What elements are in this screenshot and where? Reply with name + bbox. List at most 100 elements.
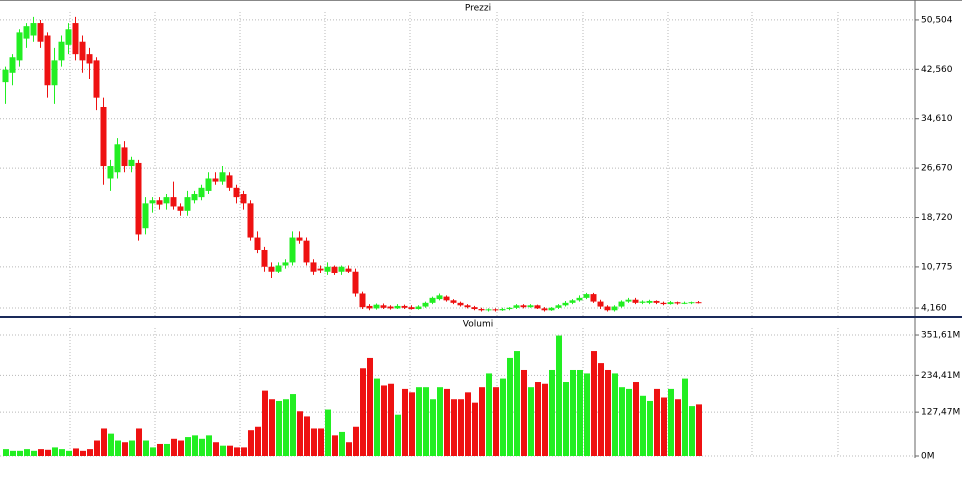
volume-bar — [206, 435, 212, 456]
volume-bar — [451, 399, 457, 456]
candle-body — [219, 172, 226, 182]
volume-bar — [605, 369, 611, 456]
volume-bar — [388, 383, 394, 456]
volume-bar — [31, 450, 37, 456]
volume-bar — [374, 378, 380, 456]
volume-bar — [675, 399, 681, 456]
candle-body — [464, 305, 471, 308]
candle-body — [233, 187, 240, 198]
candle-body — [254, 237, 261, 250]
volume-bar — [241, 447, 247, 456]
volume-bar — [346, 442, 352, 456]
volume-bar — [304, 416, 310, 456]
candle-body — [282, 262, 289, 266]
candle-body — [478, 309, 485, 311]
volume-bar — [696, 404, 702, 456]
candle-body — [653, 300, 660, 303]
vertical-grid — [69, 12, 839, 456]
volume-bar — [444, 388, 450, 456]
candle-body — [415, 306, 422, 310]
volume-bar — [311, 428, 317, 456]
volume-bar — [689, 406, 695, 456]
candle-body — [212, 178, 219, 182]
volume-bar — [73, 448, 79, 456]
volume-bar — [234, 447, 240, 456]
volume-bar — [472, 402, 478, 456]
candle-body — [576, 297, 583, 301]
candle-body — [30, 23, 37, 36]
candle-body — [191, 194, 198, 201]
candle-body — [226, 175, 233, 188]
y-tick-label: 4,160 — [921, 304, 947, 314]
candle-body — [457, 302, 464, 306]
volume-bar — [591, 351, 597, 456]
candle-body — [429, 297, 436, 303]
volume-bar — [661, 397, 667, 456]
volume-bar — [619, 387, 625, 456]
candle-body — [408, 307, 415, 310]
candle-body — [590, 294, 597, 302]
volume-bar — [115, 440, 121, 456]
volume-bar — [416, 387, 422, 456]
volume-bar — [325, 409, 331, 456]
candle-body — [548, 307, 555, 311]
volume-bar — [535, 382, 541, 456]
volume-bar — [654, 388, 660, 456]
volume-bar — [402, 388, 408, 456]
candle-body — [128, 159, 135, 167]
candle-body — [240, 194, 247, 204]
candle-body — [660, 302, 667, 305]
candle-body — [618, 301, 625, 307]
candle-body — [499, 309, 506, 311]
y-tick-label: 18,720 — [921, 213, 953, 223]
y-tick-label: 10,775 — [921, 262, 953, 272]
volume-bar — [45, 449, 51, 456]
candle-body — [135, 162, 142, 235]
candle-body — [527, 305, 534, 308]
candle-body — [79, 41, 86, 61]
candle-body — [380, 305, 387, 308]
volume-bar — [584, 373, 590, 456]
volume-bar — [332, 435, 338, 456]
volume-bar — [59, 449, 65, 456]
candle-body — [569, 300, 576, 303]
candle-body — [177, 206, 184, 211]
volume-bar — [52, 447, 58, 456]
volume-bar — [570, 369, 576, 456]
volume-bar — [136, 428, 142, 456]
volume-bar — [465, 392, 471, 456]
candle-body — [16, 32, 23, 61]
candle-body — [352, 271, 359, 294]
candle-body — [604, 306, 611, 311]
volume-bar — [458, 399, 464, 456]
candle-body — [541, 308, 548, 311]
candle-body — [289, 237, 296, 263]
candle-body — [247, 203, 254, 238]
y-tick-label: 50,504 — [921, 15, 953, 25]
candle-body — [184, 197, 191, 211]
candle-body — [583, 294, 590, 298]
volume-bar — [430, 399, 436, 456]
volume-bar — [129, 440, 135, 456]
candle-body — [513, 305, 520, 308]
candle-body — [44, 35, 51, 86]
volume-bar — [199, 438, 205, 456]
candle-body — [597, 301, 604, 307]
candle-body — [100, 106, 107, 167]
volume-bar — [185, 437, 191, 456]
volume-bar — [87, 449, 93, 456]
candle-body — [366, 305, 373, 309]
volume-bar — [24, 449, 30, 456]
volume-bar — [339, 431, 345, 456]
candle-body — [65, 29, 72, 45]
candle-body — [667, 302, 674, 305]
candle-body — [506, 307, 513, 310]
y-tick-label: 351,61M — [921, 331, 960, 341]
candle-body — [520, 305, 527, 308]
candle-body — [86, 54, 93, 64]
candle-body — [310, 262, 317, 272]
volume-bar — [80, 450, 86, 456]
volume-bar — [3, 449, 9, 456]
volume-bar — [493, 387, 499, 456]
candle-body — [625, 299, 632, 302]
